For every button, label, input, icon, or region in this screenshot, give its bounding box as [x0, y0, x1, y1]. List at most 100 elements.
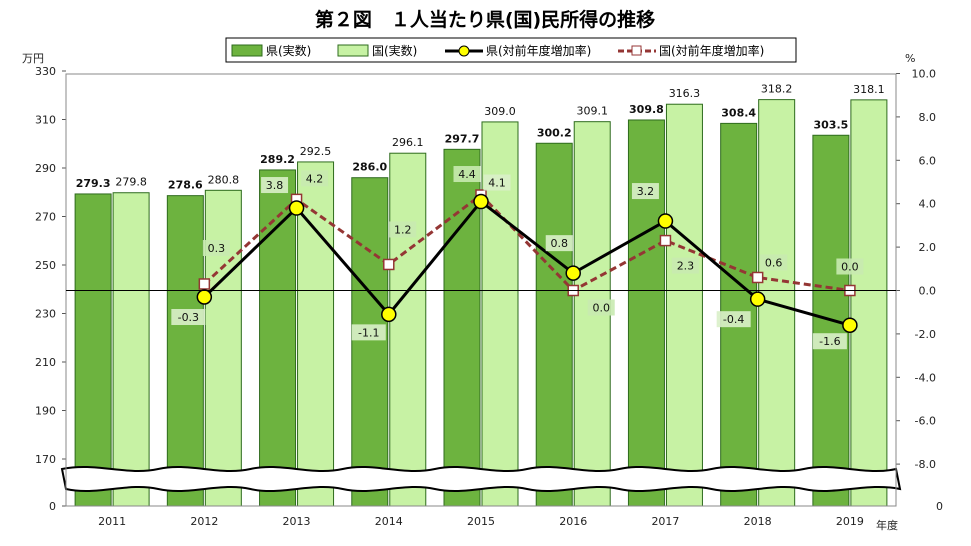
label-pref-rate: 3.2 — [637, 185, 655, 198]
bar-pref-label: 303.5 — [813, 118, 848, 131]
label-bg-nation-rate — [453, 166, 481, 183]
left-axis: 0 170 190 210 230 250 270 290 310 330 — [35, 65, 66, 513]
label-pref-rate: -1.6 — [819, 335, 840, 348]
right-axis-unit: % — [905, 52, 915, 65]
bar-pref-label: 278.6 — [168, 179, 203, 192]
right-tick-label: 6.0 — [919, 154, 937, 167]
label-pref-rate: 4.1 — [488, 177, 506, 190]
bars: 279.3 278.6 289.2 286.0 297.7 300.2 309.8 308.4… — [74, 83, 888, 507]
legend-swatch-nation-actual — [337, 44, 369, 57]
x-axis-unit: 年度 — [876, 518, 898, 532]
left-tick-label: 170 — [35, 453, 56, 466]
right-tick-label: 0.0 — [919, 285, 937, 298]
left-tick-label: 270 — [35, 211, 56, 224]
marker-nation-rate — [751, 271, 764, 284]
bar-nation-label: 292.5 — [300, 145, 332, 158]
marker-pref-rate — [473, 193, 489, 210]
label-bg-pref-rate — [261, 177, 289, 194]
label-bg-pref-rate — [716, 311, 751, 328]
label-bg-pref-rate — [631, 183, 659, 200]
label-pref-rate: -0.3 — [178, 311, 199, 324]
marker-pref-rate — [288, 200, 305, 216]
marker-pref-rate — [842, 317, 858, 333]
marker-pref-rate — [657, 213, 674, 229]
x-tick-label: 2015 — [467, 515, 495, 528]
label-nation-rate: 0.0 — [592, 302, 610, 315]
bar-nation-label: 316.3 — [669, 87, 701, 100]
right-axis: -8.0 -6.0 -4.0 -2.0 0.0 2.0 4.0 6.0 8.0 10.0 0 — [896, 68, 943, 513]
label-bg-pref-rate — [351, 324, 386, 341]
bar-nation-label: 309.1 — [576, 105, 608, 118]
label-nation-rate: 1.2 — [394, 223, 412, 236]
marker-nation-rate — [383, 258, 395, 271]
bar-nation — [112, 192, 150, 507]
x-tick-label: 2018 — [744, 515, 772, 528]
chart-title: 第２図 １人当たり県(国)民所得の推移 — [315, 8, 655, 31]
bar-nation — [850, 99, 888, 507]
bar-nation-label: 280.8 — [208, 173, 240, 186]
rate-lines: 0.3 4.2 1.2 4.4 0.0 2.3 0.6 0.0 -0.3 3.8 -1.1 4.1 0.… — [171, 166, 864, 350]
line-nation-rate — [203, 193, 851, 293]
bar-nation — [297, 161, 335, 507]
bar-nation-label: 296.1 — [392, 136, 424, 149]
right-tick-label: 8.0 — [919, 111, 937, 124]
axis-break — [60, 465, 902, 493]
label-bg-pref-rate — [483, 174, 511, 191]
right-tick-label: -6.0 — [915, 415, 936, 428]
legend-swatch-pref-actual — [231, 44, 263, 57]
left-tick-label: 0 — [49, 500, 56, 513]
axis-break-band — [60, 465, 902, 493]
label-bg-nation-rate — [760, 254, 788, 271]
legend-label-pref-rate: 県(対前年度増加率) — [486, 43, 591, 58]
label-nation-rate: 0.6 — [765, 256, 783, 269]
label-bg-nation-rate — [671, 257, 699, 274]
label-bg-pref-rate — [545, 235, 573, 252]
right-tick-label: 10.0 — [912, 68, 937, 81]
x-tick-label: 2017 — [651, 515, 679, 528]
marker-pref-rate — [749, 291, 766, 307]
label-bg-nation-rate — [587, 299, 615, 316]
bar-pref — [166, 195, 204, 507]
x-tick-label: 2014 — [375, 515, 403, 528]
line-pref-rate — [203, 199, 851, 327]
left-axis-unit: 万円 — [22, 52, 44, 65]
label-bg-nation-rate — [301, 170, 329, 187]
left-tick-label: 310 — [35, 114, 56, 127]
x-tick-label: 2012 — [190, 515, 218, 528]
bar-nation — [665, 103, 703, 507]
label-pref-rate: 3.8 — [266, 179, 284, 192]
bar-nation-label: 279.8 — [115, 176, 147, 189]
legend-label-nation-rate: 国(対前年度増加率) — [659, 43, 764, 58]
right-tick-label: 0 — [936, 500, 943, 513]
right-tick-label: 2.0 — [919, 241, 937, 254]
right-tick-label: -8.0 — [915, 458, 936, 471]
legend-label-pref-actual: 県(実数) — [266, 43, 311, 58]
marker-nation-rate — [659, 234, 672, 247]
bar-pref-label: 279.3 — [76, 177, 111, 190]
x-tick-label: 2013 — [283, 515, 311, 528]
marker-pref-rate — [381, 306, 397, 323]
x-tick-label: 2011 — [98, 515, 126, 528]
bar-nation-label: 309.0 — [484, 105, 516, 118]
legend: 県(実数) 国(実数) 県(対前年度増加率) 国(対前年度増加率) — [225, 37, 797, 63]
right-tick-label: -4.0 — [915, 371, 936, 384]
legend-label-nation-actual: 国(実数) — [372, 43, 417, 58]
label-nation-rate: 0.3 — [208, 242, 226, 255]
bar-pref — [535, 142, 573, 507]
legend-marker-nation-rate — [631, 45, 642, 56]
bar-nation-label: 318.2 — [761, 83, 793, 96]
legend-marker-pref-rate — [458, 45, 470, 57]
bar-nation — [389, 152, 427, 507]
left-tick-label: 290 — [35, 162, 56, 175]
label-pref-rate: 0.8 — [550, 237, 568, 250]
marker-nation-rate — [198, 278, 211, 290]
bar-pref-label: 300.2 — [537, 126, 572, 139]
bar-pref — [259, 169, 297, 507]
label-nation-rate: 4.4 — [458, 168, 476, 181]
label-bg-pref-rate — [171, 309, 206, 326]
bar-pref-label: 286.0 — [352, 161, 387, 174]
bar-pref-label: 289.2 — [260, 153, 295, 166]
right-tick-label: -2.0 — [915, 328, 936, 341]
right-tick-label: 4.0 — [919, 198, 937, 211]
left-tick-label: 330 — [35, 65, 56, 78]
